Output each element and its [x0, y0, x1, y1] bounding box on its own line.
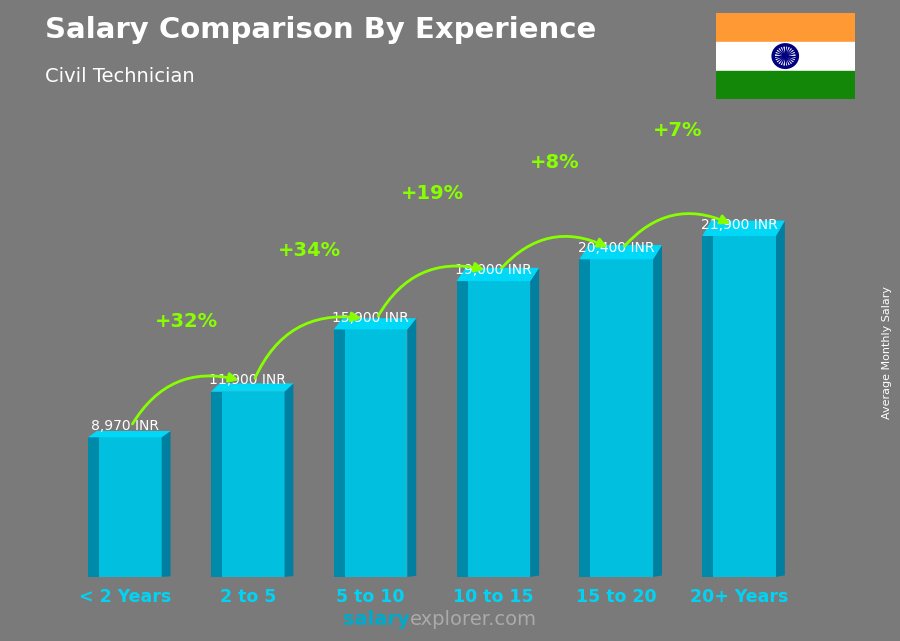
Bar [716, 71, 855, 99]
Text: Civil Technician: Civil Technician [45, 67, 194, 87]
Text: salary: salary [343, 610, 410, 629]
Text: +7%: +7% [653, 121, 703, 140]
Text: 15,900 INR: 15,900 INR [332, 311, 409, 325]
Text: +32%: +32% [155, 312, 218, 331]
Text: +8%: +8% [530, 153, 580, 172]
Polygon shape [580, 260, 590, 577]
Polygon shape [456, 281, 468, 577]
Bar [716, 13, 855, 42]
Polygon shape [702, 221, 785, 236]
Circle shape [783, 54, 788, 58]
Polygon shape [162, 431, 171, 577]
Text: 19,000 INR: 19,000 INR [455, 263, 532, 277]
Polygon shape [702, 236, 776, 577]
Polygon shape [88, 437, 99, 577]
Polygon shape [408, 318, 417, 577]
Polygon shape [580, 260, 653, 577]
Bar [716, 42, 855, 71]
Text: +34%: +34% [277, 240, 341, 260]
Text: 20,400 INR: 20,400 INR [578, 241, 654, 255]
Polygon shape [211, 383, 293, 392]
Polygon shape [334, 329, 345, 577]
Polygon shape [334, 329, 408, 577]
Polygon shape [456, 268, 539, 281]
Text: explorer.com: explorer.com [410, 610, 536, 629]
Polygon shape [456, 281, 530, 577]
Text: 21,900 INR: 21,900 INR [701, 218, 778, 231]
Text: 11,900 INR: 11,900 INR [210, 373, 286, 387]
Polygon shape [88, 437, 162, 577]
Text: Average Monthly Salary: Average Monthly Salary [881, 286, 892, 419]
Polygon shape [284, 383, 293, 577]
Polygon shape [580, 245, 662, 260]
Polygon shape [88, 431, 171, 437]
Text: Salary Comparison By Experience: Salary Comparison By Experience [45, 16, 596, 44]
Polygon shape [653, 245, 662, 577]
Polygon shape [530, 268, 539, 577]
Polygon shape [702, 236, 714, 577]
Text: +19%: +19% [400, 184, 464, 203]
Polygon shape [334, 318, 417, 329]
Polygon shape [776, 221, 785, 577]
Text: 8,970 INR: 8,970 INR [91, 419, 159, 433]
Polygon shape [211, 392, 284, 577]
Polygon shape [211, 392, 222, 577]
